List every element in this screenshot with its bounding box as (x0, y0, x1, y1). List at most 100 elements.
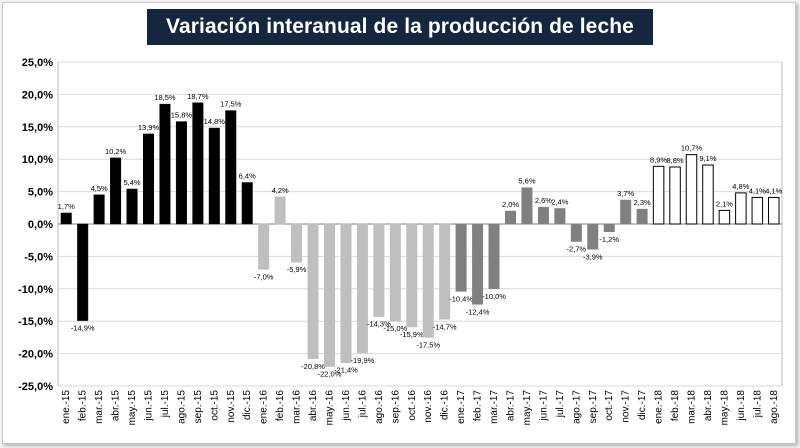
data-label: 10,7% (681, 144, 703, 153)
data-label: -20,8% (301, 362, 325, 371)
x-tick-label: sep.-17 (588, 390, 599, 424)
bar-jul.-17 (554, 208, 566, 225)
bar-feb.-18 (669, 166, 681, 225)
y-tick-label: -15,0% (18, 316, 53, 328)
data-label: 13,9% (138, 123, 160, 132)
bar-may.-16 (324, 223, 335, 367)
bar-sep.-17 (587, 223, 599, 250)
data-label: -14,3% (367, 320, 391, 329)
bar-jul.-16 (356, 223, 368, 354)
bar-nov.-15 (225, 110, 237, 225)
y-tick-label: 0,0% (28, 219, 53, 231)
data-label: 2,4% (551, 197, 568, 206)
data-label: 3,7% (617, 189, 634, 198)
data-label: 5,4% (123, 178, 140, 187)
bar-jun.-17 (537, 206, 549, 225)
bar-ago.-15 (175, 121, 187, 225)
x-tick-label: jun.-17 (538, 390, 549, 422)
data-label: -5,9% (287, 265, 307, 274)
x-tick-label: ago.-16 (374, 390, 385, 424)
bar-ene.-16 (258, 223, 270, 270)
bar-jun.-16 (340, 223, 352, 363)
x-tick-label: mar.-16 (292, 390, 303, 424)
bar-jun.-18 (735, 192, 747, 225)
data-label: 2,0% (502, 200, 519, 209)
data-label: 9,1% (699, 154, 716, 163)
x-tick-label: may.-18 (719, 390, 730, 426)
data-label: 14,8% (204, 117, 226, 126)
y-tick-label: -20,0% (18, 349, 53, 361)
data-label: 8,9% (650, 155, 667, 164)
x-tick-label: feb.-17 (473, 390, 484, 422)
x-tick-label: ene.-15 (61, 390, 72, 424)
x-tick-label: jul.-17 (555, 390, 566, 419)
bar-nov.-16 (422, 223, 434, 338)
bar-mar.-16 (291, 223, 303, 263)
bar-mar.-17 (488, 223, 500, 290)
data-label: 2,6% (535, 196, 552, 205)
x-tick-label: dic.-16 (440, 390, 451, 420)
x-tick-label: mar.-15 (94, 390, 105, 424)
bar-abr.-18 (702, 164, 714, 225)
x-tick-label: oct.-15 (209, 390, 220, 421)
x-tick-label: jun.-15 (144, 390, 155, 422)
data-label: 8,8% (666, 156, 683, 165)
bar-ago.-18 (768, 196, 780, 225)
x-tick-label: dic.-17 (637, 390, 648, 420)
x-tick-label: abr.-15 (111, 390, 122, 422)
bar-mar.-15 (93, 194, 105, 225)
x-tick-label: oct.-17 (604, 390, 615, 421)
x-tick-label: nov.-15 (226, 390, 237, 423)
data-label: -2,7% (567, 244, 587, 253)
x-tick-label: jul.-15 (160, 390, 171, 419)
chart-title: Variación interanual de la producción de… (147, 9, 653, 45)
data-label: -21,4% (334, 366, 358, 375)
bar-mar.-18 (685, 154, 698, 225)
bar-ago.-17 (570, 223, 582, 242)
x-tick-label: jul.-18 (752, 390, 763, 419)
x-tick-label: nov.-16 (423, 390, 434, 423)
data-label: 2,1% (716, 199, 733, 208)
data-label: -10,4% (449, 294, 473, 303)
x-tick-label: jun.-16 (341, 390, 352, 422)
data-label: -14,7% (433, 322, 457, 331)
data-label: -19,9% (351, 356, 375, 365)
data-label: 2,3% (634, 198, 651, 207)
bar-ago.-16 (373, 223, 385, 317)
bar-abr.-16 (307, 223, 319, 360)
data-label: 4,2% (272, 186, 289, 195)
x-tick-label: abr.-18 (703, 390, 714, 422)
data-label: -10,0% (482, 292, 506, 301)
y-tick-label: -5,0% (24, 251, 53, 263)
data-label: -12,4% (466, 307, 490, 316)
bar-dic.-16 (439, 223, 451, 320)
data-label: -14,9% (71, 324, 95, 333)
x-tick-label: sep.-16 (390, 390, 401, 424)
data-label: 10,2% (105, 147, 127, 156)
data-label: 1,7% (58, 202, 75, 211)
data-label: -15,9% (400, 330, 424, 339)
y-tick-label: 15,0% (22, 122, 53, 134)
x-tick-label: ago.-17 (571, 390, 582, 424)
data-label: -3,9% (583, 252, 603, 261)
x-tick-label: jun.-18 (736, 390, 747, 422)
data-label: -22,0% (318, 370, 342, 379)
y-tick-label: -10,0% (18, 284, 53, 296)
x-tick-label: dic.-15 (242, 390, 253, 420)
x-tick-label: feb.-15 (78, 390, 89, 422)
bar-ene.-18 (652, 165, 665, 225)
data-label: 4,5% (91, 184, 108, 193)
x-tick-label: abr.-16 (308, 390, 319, 422)
bar-jul.-15 (159, 103, 171, 225)
x-tick-label: ago.-18 (769, 390, 780, 424)
bar-dic.-17 (636, 208, 648, 225)
bar-nov.-17 (620, 199, 632, 225)
bar-abr.-17 (505, 210, 516, 225)
bar-sep.-16 (389, 223, 401, 322)
x-tick-label: mar.-18 (687, 390, 698, 424)
y-tick-label: -25,0% (18, 381, 53, 393)
bar-may.-18 (718, 209, 731, 225)
bar-feb.-17 (472, 223, 484, 305)
x-tick-label: nov.-17 (621, 390, 632, 423)
bar-ene.-15 (60, 212, 72, 225)
